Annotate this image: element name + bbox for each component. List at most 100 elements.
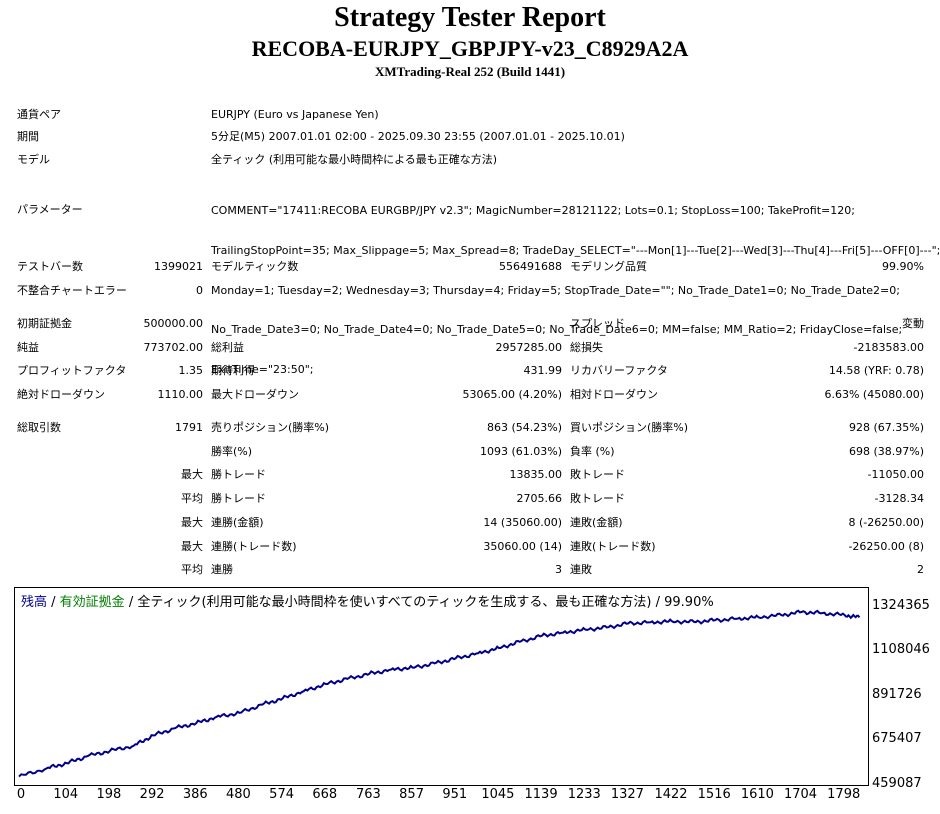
avg-cons-wins-label: 連勝 xyxy=(211,563,233,576)
mismatch-value: 0 xyxy=(196,284,203,297)
x-tick-label: 857 xyxy=(399,787,424,802)
x-tick-label: 1798 xyxy=(827,787,861,802)
params-line: COMMENT="17411:RECOBA EURGBP/JPY v2.3"; … xyxy=(211,204,855,218)
x-tick-label: 0 xyxy=(16,787,26,802)
abs-dd-label: 絶対ドローダウン xyxy=(17,388,105,401)
win-rate-label: 勝率(%) xyxy=(211,445,253,458)
deposit-label: 初期証拠金 xyxy=(17,317,72,330)
balance-line xyxy=(18,609,861,778)
cons-wins-money-value: 14 (35060.00) xyxy=(483,516,562,529)
legend-equity: 有効証拠金 xyxy=(59,595,125,610)
bars-value: 1399021 xyxy=(154,260,203,273)
pf-value: 1.35 xyxy=(178,364,204,377)
pf-label: プロフィットファクタ xyxy=(17,364,127,377)
abs-dd-value: 1110.00 xyxy=(157,388,204,401)
params-label: パラメーター xyxy=(17,203,83,216)
max-prefix: 最大 xyxy=(181,540,203,553)
x-tick-label: 1139 xyxy=(524,787,558,802)
legend-balance: 残高 xyxy=(21,595,48,610)
gross-profit-value: 2957285.00 xyxy=(495,341,562,354)
cons-losses-money-label: 連敗(金額) xyxy=(570,516,623,529)
x-tick-label: 1233 xyxy=(567,787,601,802)
recovery-label: リカバリーファクタ xyxy=(570,364,668,377)
cons-losses-count-value: -26250.00 (8) xyxy=(848,540,924,553)
model-value: 全ティック (利用可能な最小時間枠による最も正確な方法) xyxy=(211,153,498,166)
recovery-value: 14.58 (YRF: 0.78) xyxy=(828,364,924,377)
x-tick-label: 1610 xyxy=(740,787,774,802)
y-tick-label: 1324365 xyxy=(872,598,930,613)
largest-win-label: 勝トレード xyxy=(211,468,266,481)
gross-profit-label: 総利益 xyxy=(211,341,244,354)
long-label: 買いポジション(勝率%) xyxy=(570,421,689,434)
max-dd-label: 最大ドローダウン xyxy=(211,388,299,401)
model-label: モデル xyxy=(17,153,50,166)
gross-loss-value: -2183583.00 xyxy=(853,341,924,354)
x-tick-label: 763 xyxy=(355,787,381,802)
spread-label: スプレッド xyxy=(570,317,625,330)
cons-wins-count-value: 35060.00 (14) xyxy=(483,540,562,553)
largest-prefix: 最大 xyxy=(181,468,203,481)
quality-label: モデリング品質 xyxy=(570,260,647,273)
avg-loss-value: -3128.34 xyxy=(874,492,924,505)
bars-label: テストバー数 xyxy=(17,260,83,273)
x-tick-label: 386 xyxy=(182,787,208,802)
rel-dd-label: 相対ドローダウン xyxy=(570,388,658,401)
avg-win-value: 2705.66 xyxy=(516,492,563,505)
server-info: XMTrading-Real 252 (Build 1441) xyxy=(374,64,566,79)
avg-cons-losses-label: 連敗 xyxy=(570,563,592,576)
avg-loss-label: 敗トレード xyxy=(570,492,625,505)
x-tick-label: 104 xyxy=(53,787,79,802)
cons-losses-count-label: 連敗(トレード数) xyxy=(570,540,656,553)
chart-plot-area xyxy=(18,609,861,778)
largest-win-value: 13835.00 xyxy=(509,468,563,481)
legend-separator: / xyxy=(47,595,60,610)
cons-losses-money-value: 8 (-26250.00) xyxy=(848,516,924,529)
net-value: 773702.00 xyxy=(143,341,204,354)
net-label: 純益 xyxy=(17,341,39,354)
params-line: TrailingStopPoint=35; Max_Slippage=5; Ma… xyxy=(211,244,940,258)
params-line: Monday=1; Tuesday=2; Wednesday=3; Thursd… xyxy=(211,283,900,297)
avg-cons-wins-value: 3 xyxy=(555,563,562,576)
symbol-value: EURJPY (Euro vs Japanese Yen) xyxy=(211,108,379,121)
ticks-value: 556491688 xyxy=(499,260,562,273)
largest-loss-value: -11050.00 xyxy=(867,468,924,481)
params-line: No_Trade_Date3=0; No_Trade_Date4=0; No_T… xyxy=(211,323,903,337)
avg-cons-losses-value: 2 xyxy=(917,563,924,576)
x-tick-label: 1045 xyxy=(481,787,515,802)
short-label: 売りポジション(勝率%) xyxy=(211,421,330,434)
report-title: Strategy Tester Report xyxy=(334,2,606,33)
legend-description: / 全ティック(利用可能な最小時間枠を使いすべてのティックを生成する、最も正確な… xyxy=(124,595,714,610)
ticks-label: モデルティック数 xyxy=(211,260,299,273)
y-tick-label: 891726 xyxy=(872,687,922,702)
loss-rate-value: 698 (38.97%) xyxy=(848,445,924,458)
win-rate-value: 1093 (61.03%) xyxy=(479,445,562,458)
cons-wins-count-label: 連勝(トレード数) xyxy=(211,540,297,553)
x-tick-label: 292 xyxy=(139,787,165,802)
gross-loss-label: 総損失 xyxy=(570,341,603,354)
max-dd-value: 53065.00 (4.20%) xyxy=(462,388,562,401)
symbol-label: 通貨ペア xyxy=(17,108,61,121)
expected-value: 431.99 xyxy=(523,364,563,377)
spread-value: 変動 xyxy=(902,317,924,330)
x-tick-label: 1422 xyxy=(654,787,688,802)
balance-chart xyxy=(14,587,869,786)
params-line: ExitTime="23:50"; xyxy=(211,362,314,376)
largest-loss-label: 敗トレード xyxy=(570,468,625,481)
expected-label: 期待利得 xyxy=(211,364,255,377)
x-tick-label: 1516 xyxy=(697,787,731,802)
params-value: COMMENT="17411:RECOBA EURGBP/JPY v2.3"; … xyxy=(211,178,940,389)
quality-value: 99.90% xyxy=(882,260,924,273)
x-tick-label: 951 xyxy=(442,787,468,802)
chart-legend: 残高 / 有効証拠金 / 全ティック(利用可能な最小時間枠を使いすべてのティック… xyxy=(21,591,714,610)
long-value: 928 (67.35%) xyxy=(848,421,924,434)
y-tick-label: 459087 xyxy=(872,776,922,791)
mismatch-label: 不整合チャートエラー xyxy=(17,284,127,297)
short-value: 863 (54.23%) xyxy=(486,421,562,434)
x-tick-label: 198 xyxy=(96,787,122,802)
cons-wins-money-label: 連勝(金額) xyxy=(211,516,264,529)
loss-rate-label: 負率 (%) xyxy=(570,445,615,458)
deposit-value: 500000.00 xyxy=(143,317,204,330)
x-tick-label: 668 xyxy=(312,787,338,802)
avg-win-label: 勝トレード xyxy=(211,492,266,505)
x-tick-label: 574 xyxy=(269,787,295,802)
